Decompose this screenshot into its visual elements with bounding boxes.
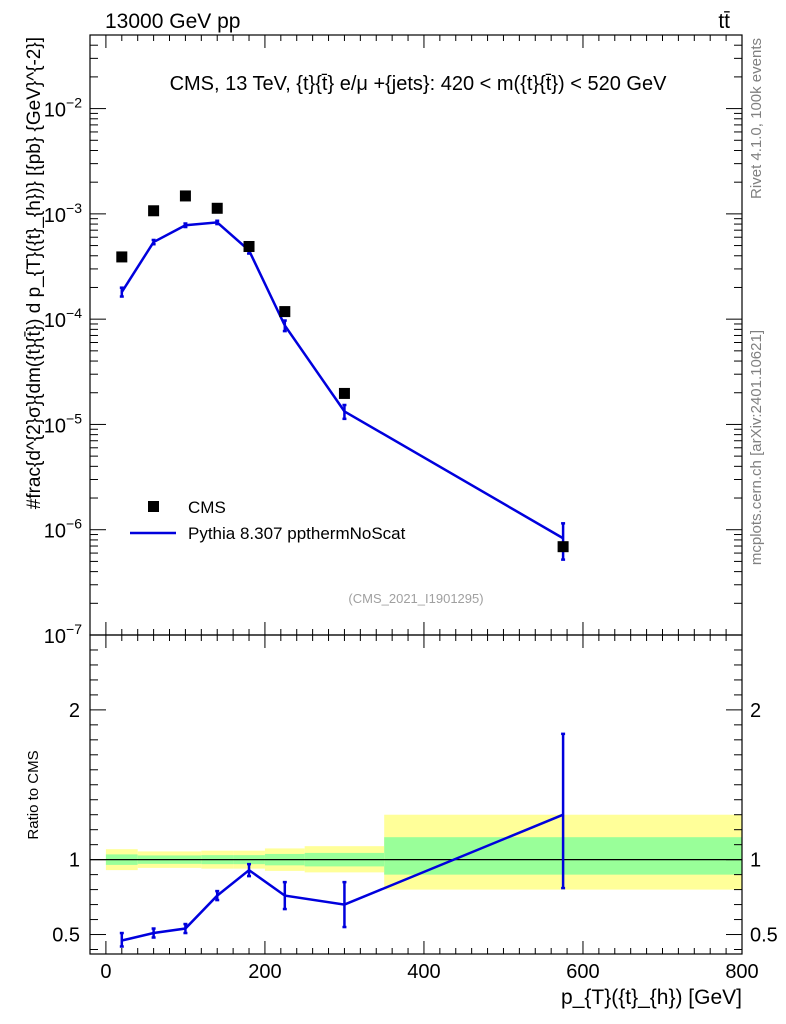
plot-title: CMS, 13 TeV, {t}{t̄} e/μ +{jets}: 420 < … xyxy=(170,73,668,95)
ratio-y-tick-label: 0.5 xyxy=(750,925,778,947)
cms-data-point xyxy=(179,190,191,202)
pythia-line xyxy=(120,221,564,540)
y-tick-label: 10−5 xyxy=(44,410,82,437)
ratio-line xyxy=(121,813,564,942)
cms-data-point xyxy=(116,251,128,263)
legend-cms-label: CMS xyxy=(188,498,226,517)
y-tick-label: 10−3 xyxy=(44,200,82,227)
ratio-y-tick-label: 1 xyxy=(750,850,761,872)
cms-data-point xyxy=(338,387,350,399)
ratio-y-tick-label: 2 xyxy=(750,700,761,722)
cms-data-point xyxy=(211,202,223,214)
legend-pythia-label: Pythia 8.307 ppthermNoScat xyxy=(188,524,406,543)
ratio-y-tick-label: 2 xyxy=(69,700,80,722)
cms-data-point xyxy=(279,306,291,318)
ratio-y-tick-label: 0.5 xyxy=(52,925,80,947)
mcplots-label: mcplots.cern.ch [arXiv:2401.10621] xyxy=(748,330,765,565)
y-tick-label: 10−2 xyxy=(44,95,82,122)
analysis-id-label: (CMS_2021_I1901295) xyxy=(348,591,483,606)
process-label: tt̄ xyxy=(718,10,730,33)
ratio-panel: 0 200 400 600 800 0.5 0.5 1 1 2 2 Ratio to CMS p_{… xyxy=(25,634,778,1009)
y-tick-label: 10−6 xyxy=(44,516,82,543)
x-tick-label: 600 xyxy=(566,961,599,983)
legend: CMS Pythia 8.307 ppthermNoScat xyxy=(130,498,406,543)
rivet-version-label: Rivet 4.1.0, 100k events xyxy=(748,38,765,199)
y-tick-label: 10−4 xyxy=(44,305,82,332)
ratio-frame xyxy=(89,634,743,955)
main-frame xyxy=(89,34,743,636)
main-panel: 10−7 10−6 10−5 10−4 10−3 10−2 CMS, 13 TeV, {t… xyxy=(24,34,743,648)
y-axis-label: #frac{d^{2}σ}{dm({t}{t̄}) d p_{T}({t}_{h… xyxy=(24,37,45,509)
ratio-y-tick-label: 1 xyxy=(69,850,80,872)
collision-label: 13000 GeV pp xyxy=(105,10,240,33)
x-axis-label: p_{T}({t}_{h}) [GeV] xyxy=(561,986,742,1009)
cms-data-point xyxy=(557,541,569,553)
x-tick-label: 800 xyxy=(725,961,758,983)
cms-data-point xyxy=(148,205,160,217)
x-tick-label: 400 xyxy=(407,961,440,983)
legend-cms-marker xyxy=(148,501,159,512)
y-tick-label: 10−7 xyxy=(44,621,82,648)
x-tick-label: 200 xyxy=(248,961,281,983)
x-tick-label: 0 xyxy=(100,961,111,983)
ratio-y-axis-label: Ratio to CMS xyxy=(25,750,42,839)
cms-data-point xyxy=(243,240,255,252)
